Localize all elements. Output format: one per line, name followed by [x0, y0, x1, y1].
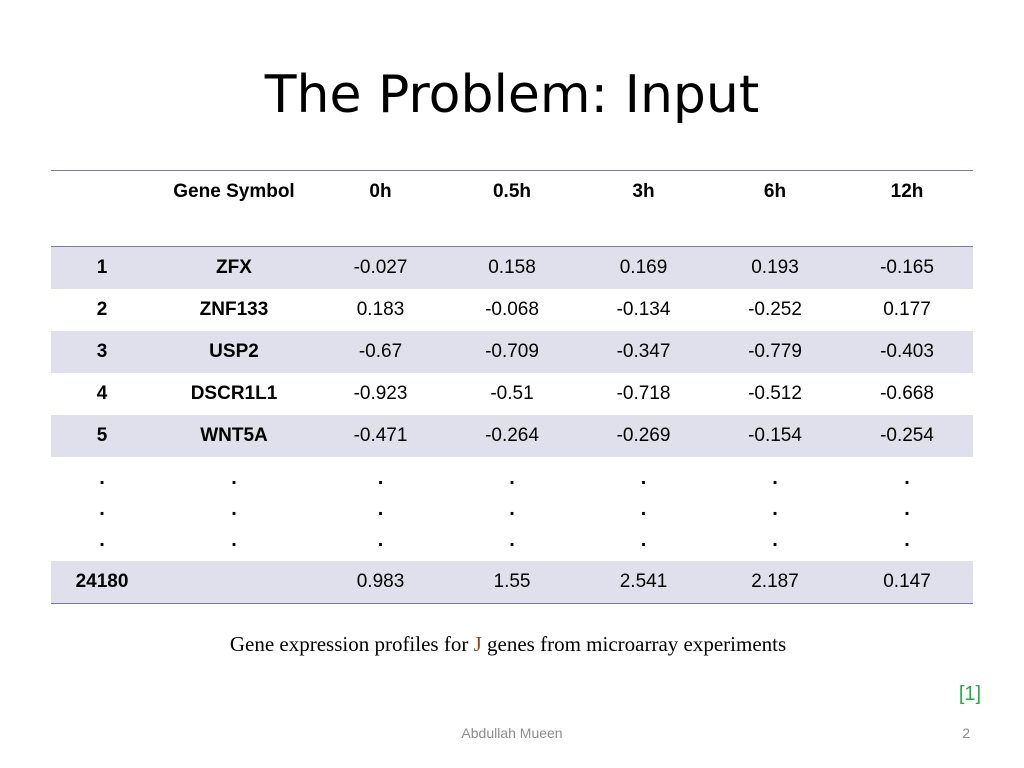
- value-cell: -0.403: [841, 331, 973, 373]
- value-cell: -0.027: [315, 246, 446, 289]
- ellipsis-dot: .: [640, 528, 647, 551]
- value-cell: -0.269: [578, 415, 709, 457]
- value-cell: -0.347: [578, 331, 709, 373]
- ellipsis-cell: ...: [841, 457, 973, 561]
- ellipsis-dot: .: [231, 528, 237, 551]
- value-cell: 0.147: [841, 561, 973, 604]
- ellipsis-dot: .: [772, 497, 778, 520]
- value-cell: -0.668: [880, 383, 934, 404]
- value-cell: -0.67: [315, 331, 446, 373]
- ellipsis-dot: .: [377, 466, 384, 489]
- gene-symbol: USP2: [153, 331, 315, 373]
- row-index: 5: [51, 415, 153, 457]
- citation-link[interactable]: [1]: [958, 683, 982, 705]
- column-header-12h: 12h: [841, 170, 973, 247]
- value-cell: -0.165: [841, 246, 973, 289]
- value-cell: -0.718: [616, 383, 671, 404]
- value-cell: 0.193: [709, 246, 841, 289]
- value-cell: -0.51: [490, 383, 534, 404]
- footer-author: Abdullah Mueen: [461, 725, 563, 741]
- gene-symbol: WNT5A: [153, 415, 315, 457]
- value-cell: -0.471: [315, 415, 446, 457]
- value-cell: 0.983: [315, 561, 446, 604]
- table-row: 1 ZFX -0.027 0.158 0.169 0.193 -0.165: [51, 246, 973, 289]
- ellipsis-dot: .: [904, 528, 910, 551]
- ellipsis-dot: .: [509, 497, 515, 520]
- value-cell: -0.709: [446, 331, 578, 373]
- ellipsis-dot: .: [231, 497, 237, 520]
- ellipsis-dot: .: [640, 466, 647, 489]
- ellipsis-cell: ...: [446, 457, 578, 561]
- ellipsis-dot: .: [904, 497, 910, 520]
- row-index: 3: [51, 331, 153, 373]
- slide-title: The Problem: Input: [264, 65, 760, 125]
- ellipsis-cell: ...: [51, 457, 153, 561]
- value-cell: -0.779: [709, 331, 841, 373]
- page-number: 2: [962, 725, 970, 741]
- value-cell: 0.183: [356, 299, 405, 320]
- column-header-0-5h: 0.5h: [446, 170, 578, 247]
- table-header-row: Gene Symbol 0h 0.5h 3h 6h 12h: [51, 170, 973, 247]
- column-header-6h: 6h: [709, 170, 841, 247]
- ellipsis-dot: .: [509, 528, 515, 551]
- table-caption: Gene expression profiles for J genes fro…: [0, 632, 1016, 657]
- ellipsis-dot: .: [99, 528, 105, 551]
- column-header-3h: 3h: [578, 170, 709, 247]
- value-cell: -0.154: [709, 415, 841, 457]
- ellipsis-dot: .: [772, 466, 778, 489]
- ellipsis-cell: ...: [709, 457, 841, 561]
- caption-text-before: Gene expression profiles for: [229, 632, 474, 656]
- ellipsis-dot: .: [904, 466, 910, 489]
- ellipsis-cell: ...: [153, 457, 315, 561]
- value-cell: -0.252: [748, 299, 802, 320]
- value-cell: 0.158: [446, 246, 578, 289]
- ellipsis-dot: .: [509, 466, 515, 489]
- value-cell: 0.169: [578, 246, 709, 289]
- ellipsis-cell: ...: [578, 457, 709, 561]
- gene-symbol: ZNF133: [199, 299, 269, 320]
- gene-expression-table: Gene Symbol 0h 0.5h 3h 6h 12h 1 ZFX -0.0…: [51, 170, 973, 604]
- row-index: 1: [51, 246, 153, 289]
- value-cell: -0.264: [446, 415, 578, 457]
- ellipsis-row: ... ... ... ... ... ... ...: [51, 457, 973, 561]
- column-header-index: [51, 170, 153, 247]
- value-cell: 2.187: [709, 561, 841, 604]
- table-row: 2 ZNF133 0.183 -0.068 -0.134 -0.252 0.17…: [51, 289, 973, 331]
- row-index: 24180: [51, 561, 153, 604]
- row-index: 2: [96, 299, 108, 320]
- ellipsis-dot: .: [377, 528, 384, 551]
- ellipsis-dot: .: [640, 497, 647, 520]
- column-header-0h: 0h: [315, 170, 446, 247]
- value-cell: 0.177: [883, 299, 931, 320]
- row-index: 4: [96, 383, 108, 404]
- ellipsis-cell: ...: [315, 457, 446, 561]
- value-cell: -0.512: [748, 383, 802, 404]
- ellipsis-dot: .: [99, 497, 105, 520]
- column-header-gene-symbol: Gene Symbol: [153, 170, 315, 247]
- caption-variable: J: [473, 632, 482, 656]
- gene-symbol: ZFX: [153, 246, 315, 289]
- value-cell: 1.55: [446, 561, 578, 604]
- ellipsis-dot: .: [99, 466, 105, 489]
- caption-text-after: genes from microarray experiments: [481, 632, 787, 656]
- ellipsis-dot: .: [377, 497, 384, 520]
- gene-symbol: [153, 561, 315, 604]
- value-cell: -0.134: [616, 299, 671, 320]
- ellipsis-dot: .: [231, 466, 237, 489]
- value-cell: 2.541: [578, 561, 709, 604]
- table-row-last: 24180 0.983 1.55 2.541 2.187 0.147: [51, 561, 973, 604]
- value-cell: -0.923: [353, 383, 408, 404]
- table-row: 4 DSCR1L1 -0.923 -0.51 -0.718 -0.512 -0.…: [51, 373, 973, 415]
- ellipsis-dot: .: [772, 528, 778, 551]
- value-cell: -0.068: [485, 299, 539, 320]
- gene-symbol: DSCR1L1: [190, 383, 278, 404]
- table-row: 5 WNT5A -0.471 -0.264 -0.269 -0.154 -0.2…: [51, 415, 973, 457]
- table-row: 3 USP2 -0.67 -0.709 -0.347 -0.779 -0.403: [51, 331, 973, 373]
- value-cell: -0.254: [841, 415, 973, 457]
